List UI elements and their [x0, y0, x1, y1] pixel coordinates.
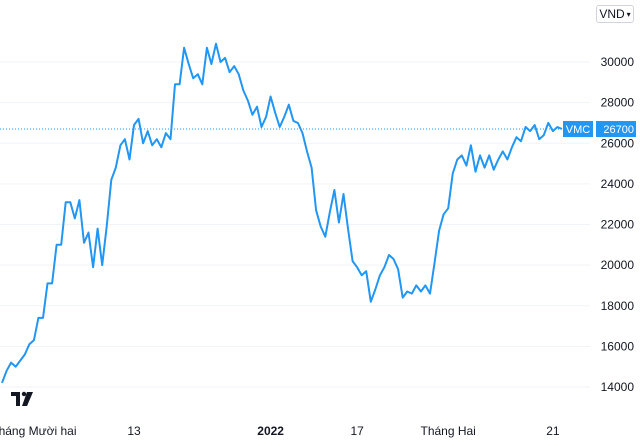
x-tick-label: 13	[127, 424, 141, 438]
y-tick-label: 22000	[601, 218, 635, 232]
tradingview-logo-icon	[10, 388, 34, 408]
x-tick-label: 2022	[257, 424, 284, 438]
x-tick-label: Tháng Hai	[420, 424, 475, 438]
currency-selector-button[interactable]: VND ▾	[596, 5, 634, 23]
y-tick-label: 30000	[601, 55, 635, 69]
y-tick-label: 24000	[601, 177, 635, 191]
y-tick-label: 26000	[601, 136, 635, 150]
x-tick-label: Tháng Mười hai	[0, 424, 77, 438]
y-tick-label: 14000	[601, 380, 635, 394]
symbol-label: VMC	[566, 124, 591, 136]
y-tick-label: 16000	[601, 339, 635, 353]
current-value-label: 26700	[603, 124, 634, 136]
y-tick-label: 20000	[601, 258, 635, 272]
currency-label: VND	[599, 7, 624, 21]
y-tick-label: 28000	[601, 96, 635, 110]
y-tick-label: 18000	[601, 299, 635, 313]
price-line	[2, 44, 562, 383]
x-tick-label: 17	[350, 424, 364, 438]
x-tick-label: 21	[546, 424, 560, 438]
chevron-down-icon: ▾	[627, 10, 631, 19]
